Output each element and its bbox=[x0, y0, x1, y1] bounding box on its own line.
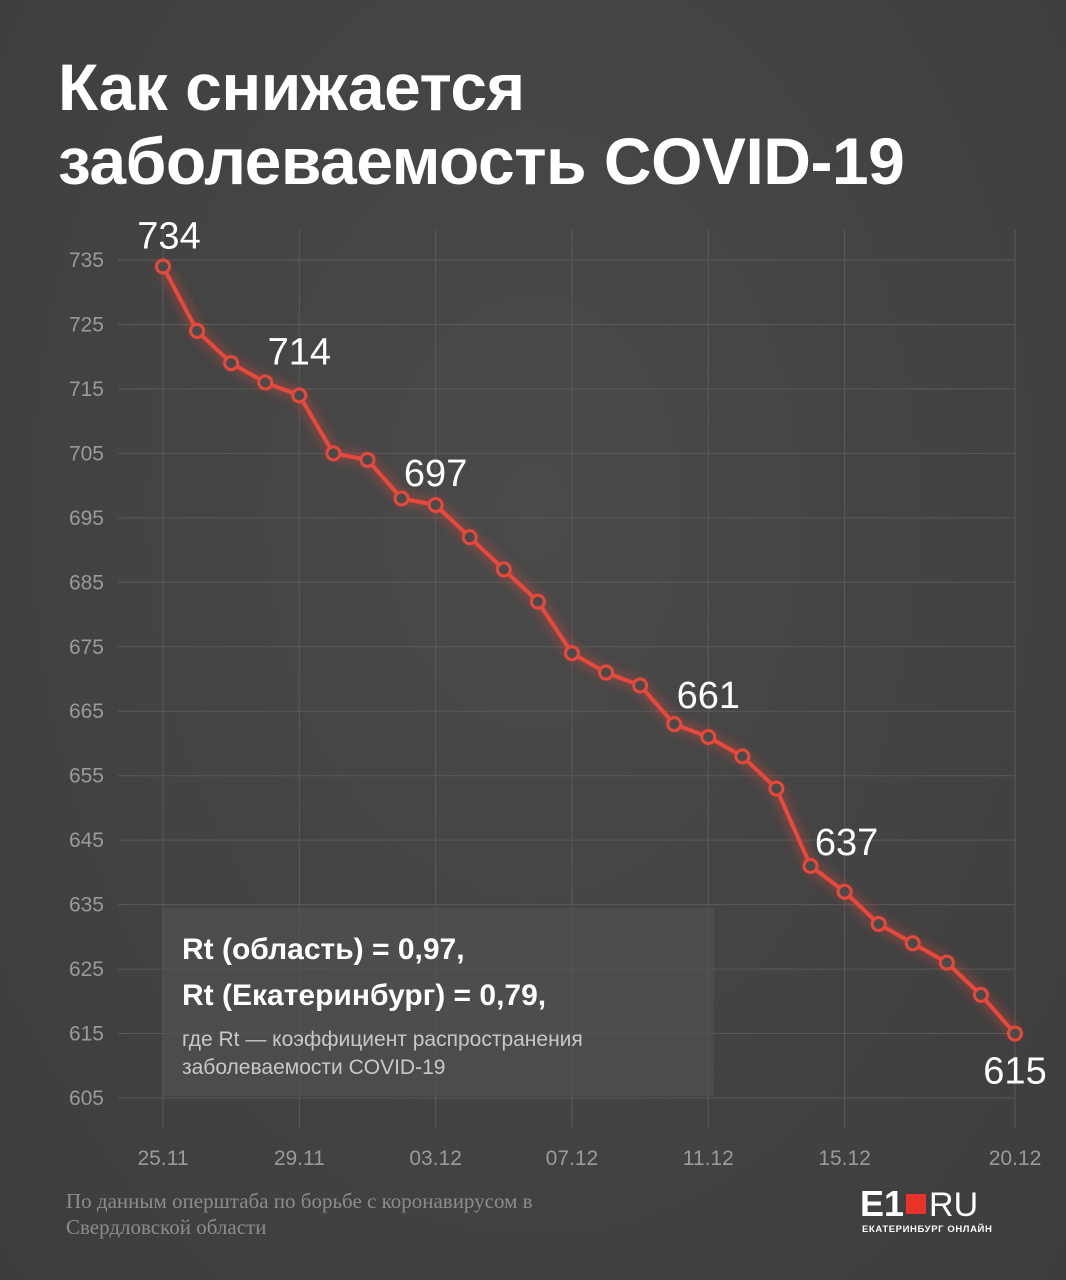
data-point bbox=[632, 677, 649, 694]
y-tick-label: 665 bbox=[69, 700, 104, 723]
y-tick-label: 635 bbox=[69, 894, 104, 917]
data-label: 661 bbox=[677, 675, 740, 717]
data-point bbox=[938, 954, 955, 971]
x-axis: 25.11 29.11 03.12 07.12 11.12 15.12 20.12 bbox=[138, 1147, 1042, 1170]
x-tick-label: 20.12 bbox=[989, 1147, 1042, 1170]
logo-subtitle: ЕКАТЕРИНБУРГ ОНЛАЙН bbox=[862, 1224, 993, 1235]
data-point bbox=[427, 496, 444, 513]
title-line-1: Как снижается bbox=[58, 50, 525, 124]
x-tick-label: 15.12 bbox=[818, 1147, 871, 1170]
y-tick-label: 685 bbox=[69, 571, 104, 594]
y-tick-label: 655 bbox=[69, 765, 104, 788]
x-tick-label: 03.12 bbox=[409, 1147, 462, 1170]
logo-e1: E1 bbox=[860, 1183, 905, 1224]
data-point bbox=[189, 322, 206, 339]
rt-note: где Rt — коэффициент распространения заб… bbox=[182, 1028, 583, 1079]
rt-info-box: Rt (область) = 0,97, Rt (Екатеринбург) =… bbox=[162, 908, 714, 1096]
logo-square-icon bbox=[906, 1194, 927, 1214]
data-point bbox=[598, 664, 615, 681]
logo-mark: E1 RU bbox=[860, 1183, 979, 1224]
data-point bbox=[393, 490, 410, 507]
x-tick-label: 11.12 bbox=[683, 1147, 734, 1170]
x-tick-label: 07.12 bbox=[546, 1147, 599, 1170]
logo-ru: RU bbox=[929, 1186, 979, 1224]
data-point bbox=[768, 780, 785, 797]
x-tick-label: 25.11 bbox=[138, 1147, 189, 1170]
data-labels: 734 714 697 661 637 615 bbox=[137, 215, 1046, 1092]
data-point bbox=[257, 374, 274, 391]
data-point bbox=[325, 445, 342, 462]
y-tick-label: 615 bbox=[69, 1023, 104, 1046]
data-point bbox=[1007, 1025, 1023, 1042]
rt-ekaterinburg: Rt (Екатеринбург) = 0,79, bbox=[182, 979, 547, 1012]
data-point bbox=[495, 561, 512, 578]
data-label: 697 bbox=[404, 453, 467, 495]
page-title: Как снижается заболеваемость COVID-19 bbox=[58, 50, 1038, 198]
data-point bbox=[223, 355, 240, 372]
data-point bbox=[155, 258, 171, 275]
data-point bbox=[972, 986, 989, 1003]
e1-logo[interactable]: E1 RU ЕКАТЕРИНБУРГ ОНЛАЙН bbox=[860, 1186, 1020, 1236]
data-point bbox=[359, 451, 376, 468]
data-point bbox=[461, 529, 478, 546]
y-tick-label: 625 bbox=[69, 958, 104, 981]
y-tick-label: 705 bbox=[69, 442, 104, 465]
data-label: 615 bbox=[983, 1051, 1046, 1093]
y-tick-label: 605 bbox=[69, 1087, 104, 1110]
data-label: 734 bbox=[137, 215, 200, 257]
data-point bbox=[291, 387, 308, 404]
y-tick-label: 735 bbox=[69, 249, 104, 272]
y-tick-label: 725 bbox=[69, 313, 104, 336]
data-label: 714 bbox=[268, 331, 331, 373]
data-point bbox=[870, 915, 887, 932]
y-tick-label: 715 bbox=[69, 378, 104, 401]
data-point bbox=[563, 645, 580, 662]
rt-region: Rt (область) = 0,97, bbox=[182, 933, 465, 966]
data-point bbox=[904, 935, 921, 952]
data-point bbox=[802, 857, 819, 874]
data-point bbox=[836, 883, 853, 900]
y-tick-label: 675 bbox=[69, 636, 104, 659]
data-point bbox=[529, 593, 546, 610]
title-line-2: заболеваемость COVID-19 bbox=[58, 124, 905, 198]
data-points bbox=[155, 258, 1023, 1042]
data-label: 637 bbox=[815, 822, 878, 864]
y-tick-label: 695 bbox=[69, 507, 104, 530]
data-point bbox=[734, 748, 751, 765]
x-tick-label: 29.11 bbox=[274, 1147, 325, 1170]
data-point bbox=[700, 729, 717, 746]
data-point bbox=[666, 716, 683, 733]
source-note: По данным оперштаба по борьбе с коронави… bbox=[66, 1189, 533, 1239]
y-axis: 735 725 715 705 695 685 675 665 655 645 635 625 615 6… bbox=[69, 249, 104, 1110]
y-tick-label: 645 bbox=[69, 829, 104, 852]
